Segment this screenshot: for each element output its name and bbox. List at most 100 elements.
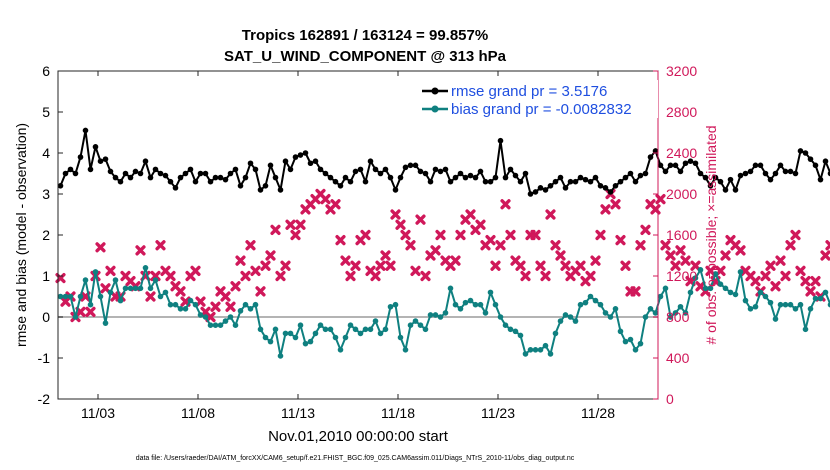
data-file-footer: data file: /Users/raeder/DAI/ATM_forcXX/… — [136, 455, 575, 462]
obs-assimilated-marker — [520, 270, 531, 282]
rmse-point — [532, 189, 539, 195]
bias-point — [227, 314, 234, 320]
obs-assimilated-marker — [260, 260, 271, 271]
right-axis-label: # of obs: o=possible; ×=assimilated — [703, 125, 719, 344]
obs-assimilated-marker — [600, 204, 611, 215]
x-axis-ticks: 11/03 11/08 11/13 11/18 11/23 11/28 — [81, 71, 615, 421]
rmse-point — [222, 176, 229, 183]
bias-point — [467, 297, 474, 304]
bias-point — [232, 322, 239, 329]
obs-assimilated-marker — [485, 235, 496, 246]
rmse-point — [287, 166, 294, 173]
rmse-point — [327, 174, 334, 181]
bias-point — [377, 330, 384, 337]
rmse-point — [787, 168, 794, 175]
rmse-point — [692, 160, 699, 167]
rmse-point — [117, 178, 124, 185]
bias-point — [687, 289, 694, 296]
obs-assimilated-marker — [635, 240, 646, 251]
bias-point — [402, 347, 409, 353]
rmse-point — [282, 158, 289, 164]
rmse-point — [207, 178, 214, 185]
bias-point — [722, 285, 729, 292]
obs-assimilated-marker — [345, 270, 356, 282]
rmse-point — [447, 178, 454, 185]
rmse-point — [702, 174, 709, 181]
bias-point — [757, 289, 764, 296]
rmse-point — [597, 183, 604, 189]
bias-point — [162, 289, 169, 296]
rmse-point — [697, 170, 704, 177]
bias-point — [127, 285, 134, 292]
bias-point — [267, 338, 274, 345]
rmse-point — [602, 185, 609, 191]
bias-point — [512, 328, 519, 335]
obs-assimilated-marker — [205, 311, 216, 323]
right-tick-label: 3200 — [666, 63, 697, 79]
bias-point — [332, 334, 339, 341]
bias-series-layer — [57, 265, 830, 359]
left-tick-label: 3 — [42, 186, 50, 202]
right-tick-label: 1200 — [666, 268, 697, 284]
bias-point — [552, 330, 559, 337]
bias-point — [787, 301, 794, 308]
obs-assimilated-marker — [290, 229, 301, 241]
rmse-point — [722, 187, 729, 193]
rmse-point — [572, 178, 579, 185]
rmse-point — [297, 152, 304, 158]
bias-point — [167, 301, 174, 308]
bias-point — [707, 285, 714, 292]
left-tick-label: 6 — [42, 63, 50, 79]
obs-assimilated-marker — [680, 255, 691, 266]
bias-point — [82, 277, 89, 283]
x-tick-label: 11/08 — [181, 405, 215, 421]
rmse-point — [162, 172, 169, 179]
rmse-point — [462, 174, 469, 181]
rmse-point — [252, 166, 259, 173]
rmse-point — [807, 156, 814, 162]
bias-point — [462, 299, 469, 306]
obs-assimilated-marker — [620, 260, 631, 271]
rmse-point — [152, 166, 159, 173]
rmse-point — [182, 170, 189, 177]
legend: rmse grand pr = 3.5176 bias grand pr = -… — [416, 80, 658, 118]
rmse-point — [442, 166, 449, 173]
bias-point — [67, 293, 74, 300]
obs-assimilated-marker — [225, 301, 236, 312]
right-tick-label: 2000 — [666, 186, 697, 202]
obs-assimilated-marker — [285, 219, 296, 230]
bias-point — [817, 295, 824, 302]
obs-assimilated-marker — [820, 250, 830, 261]
bias-point — [697, 267, 704, 273]
obs-assimilated-marker — [495, 240, 506, 251]
rmse-point — [277, 187, 284, 193]
rmse-point — [137, 170, 144, 177]
bias-point — [497, 314, 504, 320]
rmse-point — [507, 166, 514, 173]
bias-point — [692, 275, 699, 281]
rmse-point — [542, 187, 549, 193]
rmse-point — [312, 158, 319, 164]
chart-title-line2: SAT_U_WIND_COMPONENT @ 313 hPa — [224, 48, 507, 65]
obs-assimilated-marker — [790, 229, 801, 241]
obs-assimilated-marker — [265, 250, 276, 261]
bias-point — [562, 312, 569, 318]
obs-assimilated-marker — [275, 270, 286, 282]
obs-assimilated-marker — [760, 270, 771, 282]
right-tick-label: 2800 — [666, 104, 697, 120]
obs-assimilated-marker — [210, 301, 221, 312]
bias-point — [217, 322, 224, 329]
bias-point — [772, 316, 779, 322]
rmse-point — [82, 127, 89, 134]
obs-assimilated-marker — [350, 260, 361, 271]
rmse-point — [777, 162, 784, 169]
bias-point — [422, 326, 429, 333]
bias-point — [247, 306, 254, 312]
rmse-point — [372, 166, 379, 173]
obs-assimilated-marker — [505, 229, 516, 241]
bias-point — [522, 351, 529, 357]
left-tick-label: 5 — [42, 104, 50, 120]
obs-assimilated-marker — [320, 194, 331, 205]
rmse-point — [147, 174, 154, 181]
